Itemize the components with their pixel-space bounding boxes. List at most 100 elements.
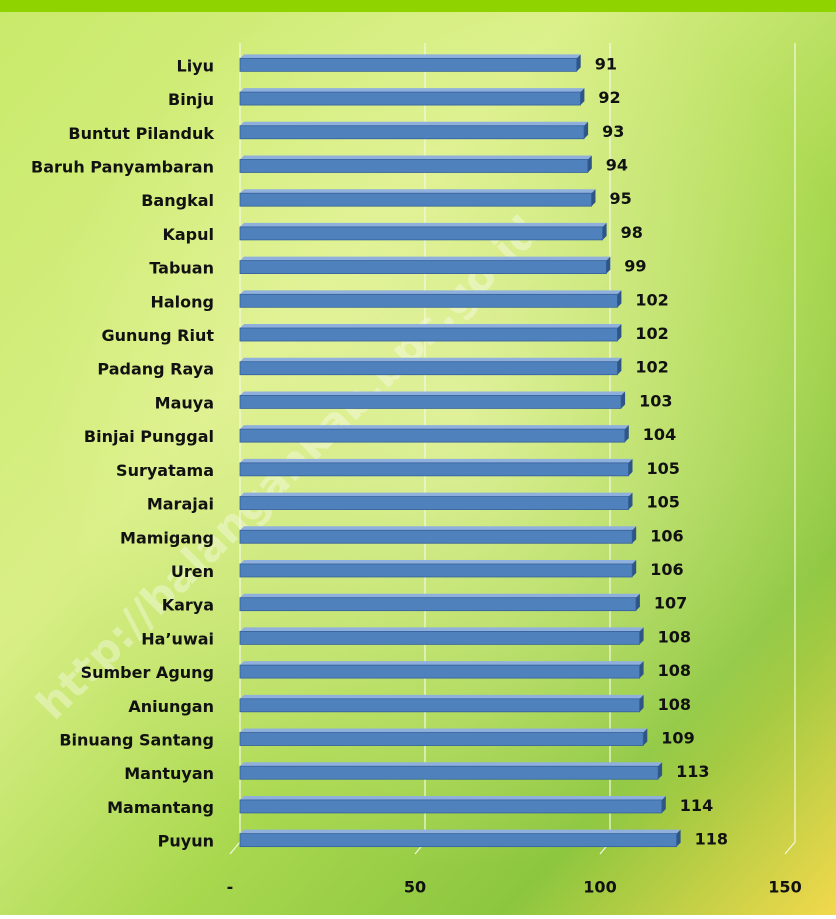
bar-side (632, 559, 637, 577)
bar-top (240, 391, 626, 396)
grid-line-foot (784, 841, 796, 855)
data-label: 105 (647, 459, 680, 478)
bar (239, 361, 618, 376)
data-label: 107 (654, 594, 687, 613)
bar (239, 664, 641, 679)
bar-side (587, 155, 592, 173)
y-tick-label: Halong (150, 292, 214, 311)
bar (239, 159, 589, 173)
bar-top (240, 155, 592, 160)
bar-top (240, 559, 637, 564)
data-label: 108 (658, 695, 691, 714)
bar-side (639, 627, 644, 645)
y-tick-label: Buntut Pilanduk (68, 124, 214, 143)
y-tick-label: Binju (168, 90, 214, 109)
data-label: 95 (610, 189, 632, 208)
data-label: 106 (650, 526, 683, 545)
bar-side (632, 526, 637, 544)
bar-side (602, 222, 607, 240)
bar-top (240, 425, 629, 430)
bar (239, 327, 618, 342)
bar-side (639, 661, 644, 679)
bar (239, 698, 641, 713)
bar-side (624, 425, 629, 443)
bar-top (240, 762, 663, 767)
bar-side (606, 256, 611, 274)
data-label: 113 (676, 762, 709, 781)
bar (239, 395, 622, 409)
y-tick-label: Suryatama (116, 461, 214, 480)
y-tick-label: Liyu (177, 56, 215, 75)
y-tick-label: Tabuan (149, 259, 214, 278)
bar-top (240, 189, 596, 194)
bar-top (240, 357, 622, 362)
bar (239, 293, 618, 308)
bar-top (240, 121, 589, 126)
y-tick-label: Sumber Agung (81, 663, 214, 682)
bar (239, 192, 592, 207)
bar-top (240, 290, 622, 295)
bar-top (240, 728, 648, 733)
data-label: 94 (606, 155, 628, 174)
y-tick-label: Mantuyan (124, 764, 214, 783)
data-label: 106 (650, 560, 683, 579)
bar-side (584, 121, 589, 139)
bar-top (240, 526, 637, 531)
bar-top (240, 795, 666, 800)
y-tick-label: Binuang Santang (59, 731, 214, 750)
bar-top (240, 324, 622, 329)
data-label: 108 (658, 627, 691, 646)
bar (239, 732, 644, 746)
bar-side (617, 357, 622, 375)
bar (239, 462, 629, 477)
bar-side (617, 290, 622, 308)
bar (239, 833, 678, 848)
bar (239, 597, 637, 612)
bar-side (576, 54, 581, 72)
data-label: 109 (661, 729, 694, 748)
y-tick-label: Padang Raya (97, 360, 214, 379)
data-label: 114 (680, 796, 713, 815)
bar-side (676, 829, 681, 847)
bar-side (658, 762, 663, 780)
bar-top (240, 694, 644, 699)
bar-side (580, 88, 585, 106)
bar (239, 799, 663, 814)
bar-top (240, 627, 644, 632)
bar-top (240, 492, 633, 497)
bar (239, 630, 641, 645)
bar-side (617, 324, 622, 342)
bar (239, 765, 659, 780)
x-tick-label: 100 (583, 878, 616, 897)
bar (239, 226, 604, 241)
y-tick-label: Mauya (155, 393, 214, 412)
y-tick-label: Puyun (158, 832, 214, 851)
bar-side (621, 391, 626, 409)
bar-top (240, 661, 644, 666)
bar (239, 496, 629, 510)
bar (239, 57, 578, 72)
y-tick-label: Bangkal (141, 191, 214, 210)
y-tick-label: Kapul (162, 225, 214, 244)
y-tick-label: Marajai (147, 495, 214, 514)
bar-side (628, 458, 633, 476)
data-label: 102 (635, 290, 668, 309)
data-label: 118 (695, 830, 728, 849)
bar-top (240, 593, 640, 598)
x-tick-label: - (227, 878, 234, 897)
bar-side (643, 728, 648, 746)
y-tick-label: Karya (162, 596, 214, 615)
y-tick-label: Binjai Punggal (84, 427, 214, 446)
bar-top (240, 54, 581, 59)
bar (239, 428, 626, 443)
y-tick-label: Mamantang (107, 798, 214, 817)
bar-top (240, 458, 633, 463)
bar (239, 529, 633, 544)
y-tick-label: Uren (171, 562, 214, 581)
data-label: 108 (658, 661, 691, 680)
data-label: 91 (595, 54, 617, 73)
y-tick-label: Gunung Riut (101, 326, 214, 345)
grid-line-foot (229, 841, 241, 855)
data-label: 104 (643, 425, 676, 444)
data-label: 102 (635, 358, 668, 377)
